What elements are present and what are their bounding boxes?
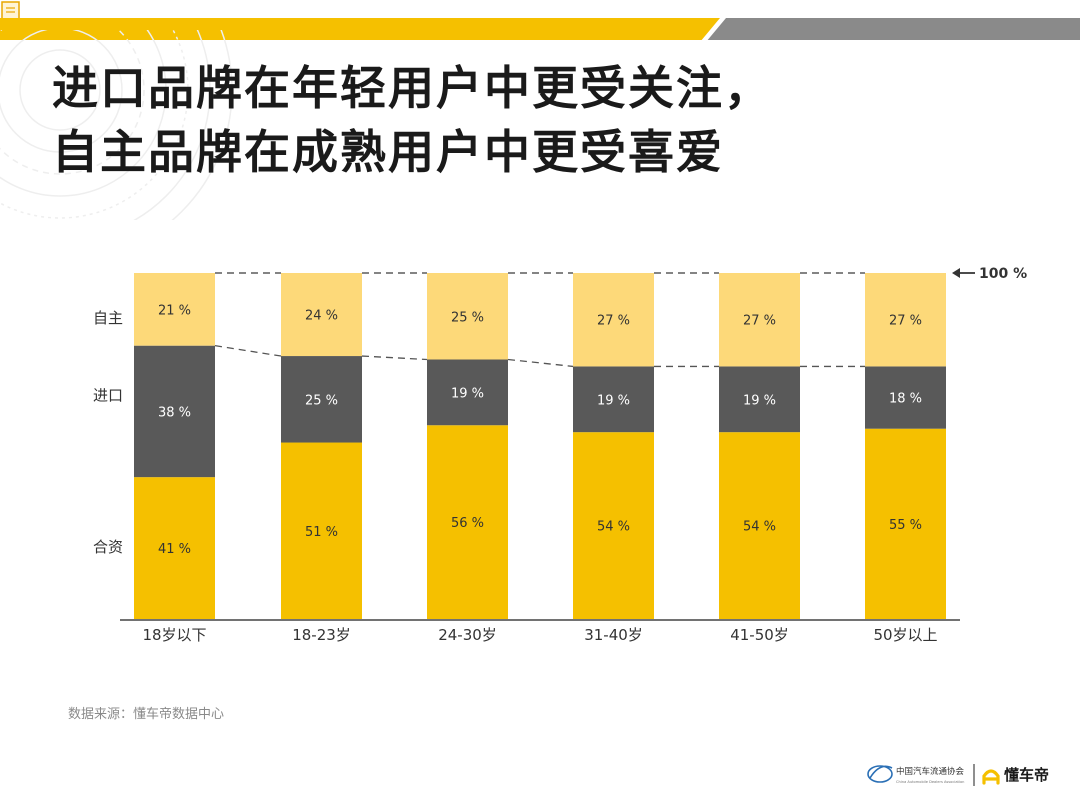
data-label: 21 % <box>158 303 191 318</box>
data-label: 19 % <box>451 386 484 401</box>
background-ring-decoration <box>0 30 233 220</box>
bar-segment <box>719 366 800 433</box>
page-title-line-2: 自主品牌在成熟用户中更受喜爱 <box>52 125 724 179</box>
org-subtitle: China Automobile Dealers Association <box>896 780 964 784</box>
x-tick-label: 50岁以上 <box>873 626 937 644</box>
data-label: 56 % <box>451 516 484 531</box>
data-label: 24 % <box>305 309 338 324</box>
data-label: 19 % <box>743 393 776 408</box>
bar-segment <box>573 366 654 433</box>
connector-line <box>507 358 574 368</box>
data-label: 41 % <box>158 542 191 557</box>
gray-header-bar <box>707 18 1080 40</box>
page-title-line-1: 进口品牌在年轻用户中更受关注， <box>52 61 772 115</box>
reference-arrow-head-icon <box>952 268 960 278</box>
data-label: 55 % <box>889 518 922 533</box>
bar-segment <box>281 356 362 443</box>
data-label: 25 % <box>451 310 484 325</box>
bar-segment <box>281 442 362 619</box>
data-label: 18 % <box>889 392 922 407</box>
data-label: 27 % <box>743 314 776 329</box>
footer-logos: 中国汽车流通协会 China Automobile Dealers Associ… <box>867 764 1049 786</box>
reference-label: 100 % <box>979 266 1027 282</box>
bar-segment <box>427 359 508 426</box>
legend-label: 合资 <box>93 538 123 556</box>
bar-segment <box>134 273 215 346</box>
x-tick-label: 41-50岁 <box>730 626 789 644</box>
bar-segment <box>865 366 946 429</box>
org-name: 中国汽车流通协会 <box>896 766 965 777</box>
brand-name: 懂车帝 <box>1003 766 1049 784</box>
legend-label: 进口 <box>93 387 123 405</box>
data-label: 54 % <box>597 520 630 535</box>
connector-line <box>361 355 428 361</box>
bar-segment <box>281 273 362 357</box>
bar-segment <box>134 477 215 619</box>
data-label: 38 % <box>158 405 191 420</box>
stacked-bar-chart: 41 % 38 % 21 % 18岁以下 51 % 25 % 24 % 18-23岁 56 % 1… <box>93 266 1027 644</box>
data-label: 27 % <box>597 314 630 329</box>
bar-segment <box>427 425 508 619</box>
x-tick-label: 24-30岁 <box>438 626 497 644</box>
cada-logo-icon <box>867 765 893 783</box>
yellow-header-bar <box>0 18 720 40</box>
data-label: 54 % <box>743 520 776 535</box>
bar-segment <box>427 273 508 360</box>
header-decoration-bars <box>0 1 1080 40</box>
data-label: 25 % <box>305 393 338 408</box>
x-tick-label: 18岁以下 <box>142 626 206 644</box>
data-label: 19 % <box>597 393 630 408</box>
bar-segment <box>865 273 946 367</box>
bar-segment <box>573 432 654 619</box>
x-tick-label: 18-23岁 <box>292 626 351 644</box>
dongchedi-logo-icon <box>982 769 1000 785</box>
x-tick-label: 31-40岁 <box>584 626 643 644</box>
data-label: 51 % <box>305 525 338 540</box>
connector-line <box>214 345 282 357</box>
legend-label: 自主 <box>93 309 123 327</box>
data-label: 27 % <box>889 314 922 329</box>
bar-segment <box>719 432 800 619</box>
bar-segment <box>719 273 800 367</box>
bar-segment <box>865 428 946 619</box>
bar-segment <box>573 273 654 367</box>
source-note: 数据来源：懂车帝数据中心 <box>68 707 225 722</box>
slide-icon-box <box>1 1 20 20</box>
bar-segment <box>134 345 215 478</box>
